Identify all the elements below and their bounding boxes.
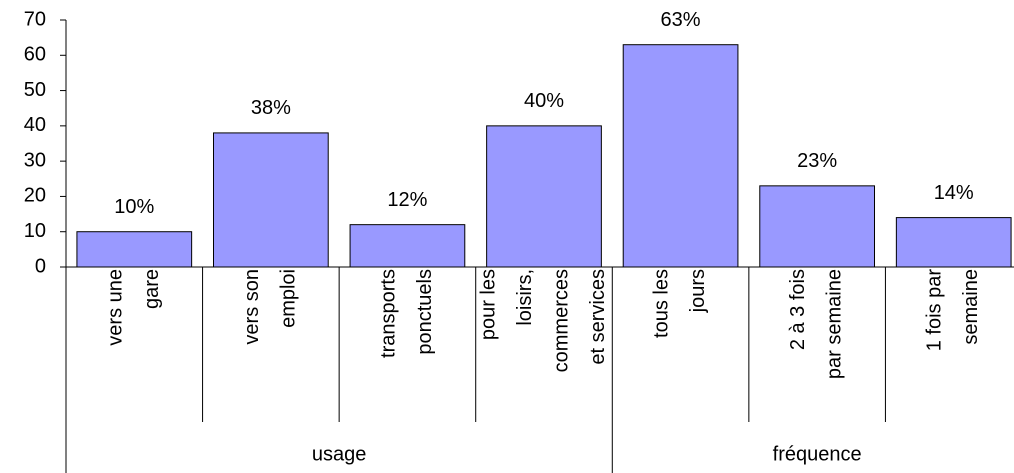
y-tick-label: 70 [24, 8, 46, 30]
y-tick-label: 30 [24, 149, 46, 171]
bar [759, 185, 876, 268]
group-label: usage [312, 443, 367, 465]
bar [895, 217, 1012, 268]
x-tick-label: commerces [551, 269, 573, 372]
y-tick-label: 40 [24, 114, 46, 136]
value-label: 63% [661, 9, 701, 31]
x-tick-label: tous les [651, 269, 673, 338]
y-tick-label: 10 [24, 220, 46, 242]
bar [76, 231, 193, 268]
group-label: fréquence [773, 443, 862, 465]
x-tick-label: gare [141, 269, 163, 309]
y-tick-label: 0 [35, 255, 46, 277]
value-label: 14% [934, 182, 974, 204]
x-tick-label: vers une [104, 269, 126, 346]
x-tick-label: jours [687, 269, 709, 313]
bar [349, 224, 466, 268]
y-tick-label: 60 [24, 44, 46, 66]
x-tick-label: 2 à 3 fois [787, 269, 809, 350]
y-tick-label: 20 [24, 185, 46, 207]
value-label: 38% [251, 97, 291, 119]
x-tick-label: ponctuels [414, 269, 436, 355]
value-label: 40% [524, 90, 564, 112]
x-tick-label: et services [587, 269, 609, 365]
x-tick-label: transports [377, 269, 399, 358]
x-tick-label: loisirs, [514, 269, 536, 326]
x-tick-label: par semaine [824, 269, 846, 379]
x-tick-label: pour les [478, 269, 500, 340]
value-label: 10% [114, 196, 154, 218]
x-tick-label: 1 fois par [924, 269, 946, 352]
bar [212, 132, 329, 268]
y-tick-label: 50 [24, 79, 46, 101]
bar [486, 125, 602, 268]
bar [622, 44, 739, 268]
x-tick-label: semaine [960, 269, 982, 345]
x-tick-label: emploi [277, 269, 299, 328]
value-label: 12% [387, 189, 427, 211]
value-label: 23% [797, 150, 837, 172]
x-tick-label: vers son [241, 269, 263, 345]
